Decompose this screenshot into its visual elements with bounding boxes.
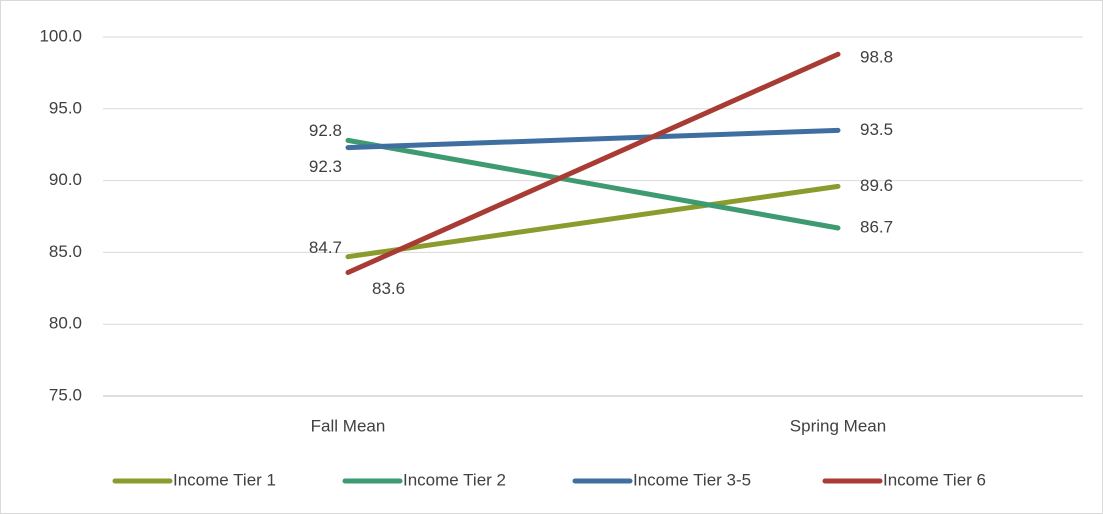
x-tick-label: Fall Mean xyxy=(311,416,386,435)
y-tick-label: 85.0 xyxy=(49,242,82,261)
series-line xyxy=(345,127,841,151)
data-label: 83.6 xyxy=(372,279,405,298)
y-tick-label: 100.0 xyxy=(39,26,82,45)
data-label: 98.8 xyxy=(860,48,893,67)
data-label: 92.3 xyxy=(309,157,342,176)
data-label: 93.5 xyxy=(860,120,893,139)
series-line xyxy=(345,183,841,260)
data-label: 86.7 xyxy=(860,217,893,236)
legend-label: Income Tier 3-5 xyxy=(633,470,751,489)
legend-label: Income Tier 2 xyxy=(403,470,506,489)
x-tick-label: Spring Mean xyxy=(790,416,886,435)
legend-label: Income Tier 6 xyxy=(883,470,986,489)
data-label: 92.8 xyxy=(309,121,342,140)
legend-label: Income Tier 1 xyxy=(173,470,276,489)
y-tick-label: 95.0 xyxy=(49,98,82,117)
y-tick-label: 80.0 xyxy=(49,314,82,333)
series-line xyxy=(345,51,841,276)
y-tick-label: 90.0 xyxy=(49,170,82,189)
data-label: 84.7 xyxy=(309,238,342,257)
data-label: 89.6 xyxy=(860,176,893,195)
y-tick-label: 75.0 xyxy=(49,385,82,404)
series-line xyxy=(345,137,841,231)
